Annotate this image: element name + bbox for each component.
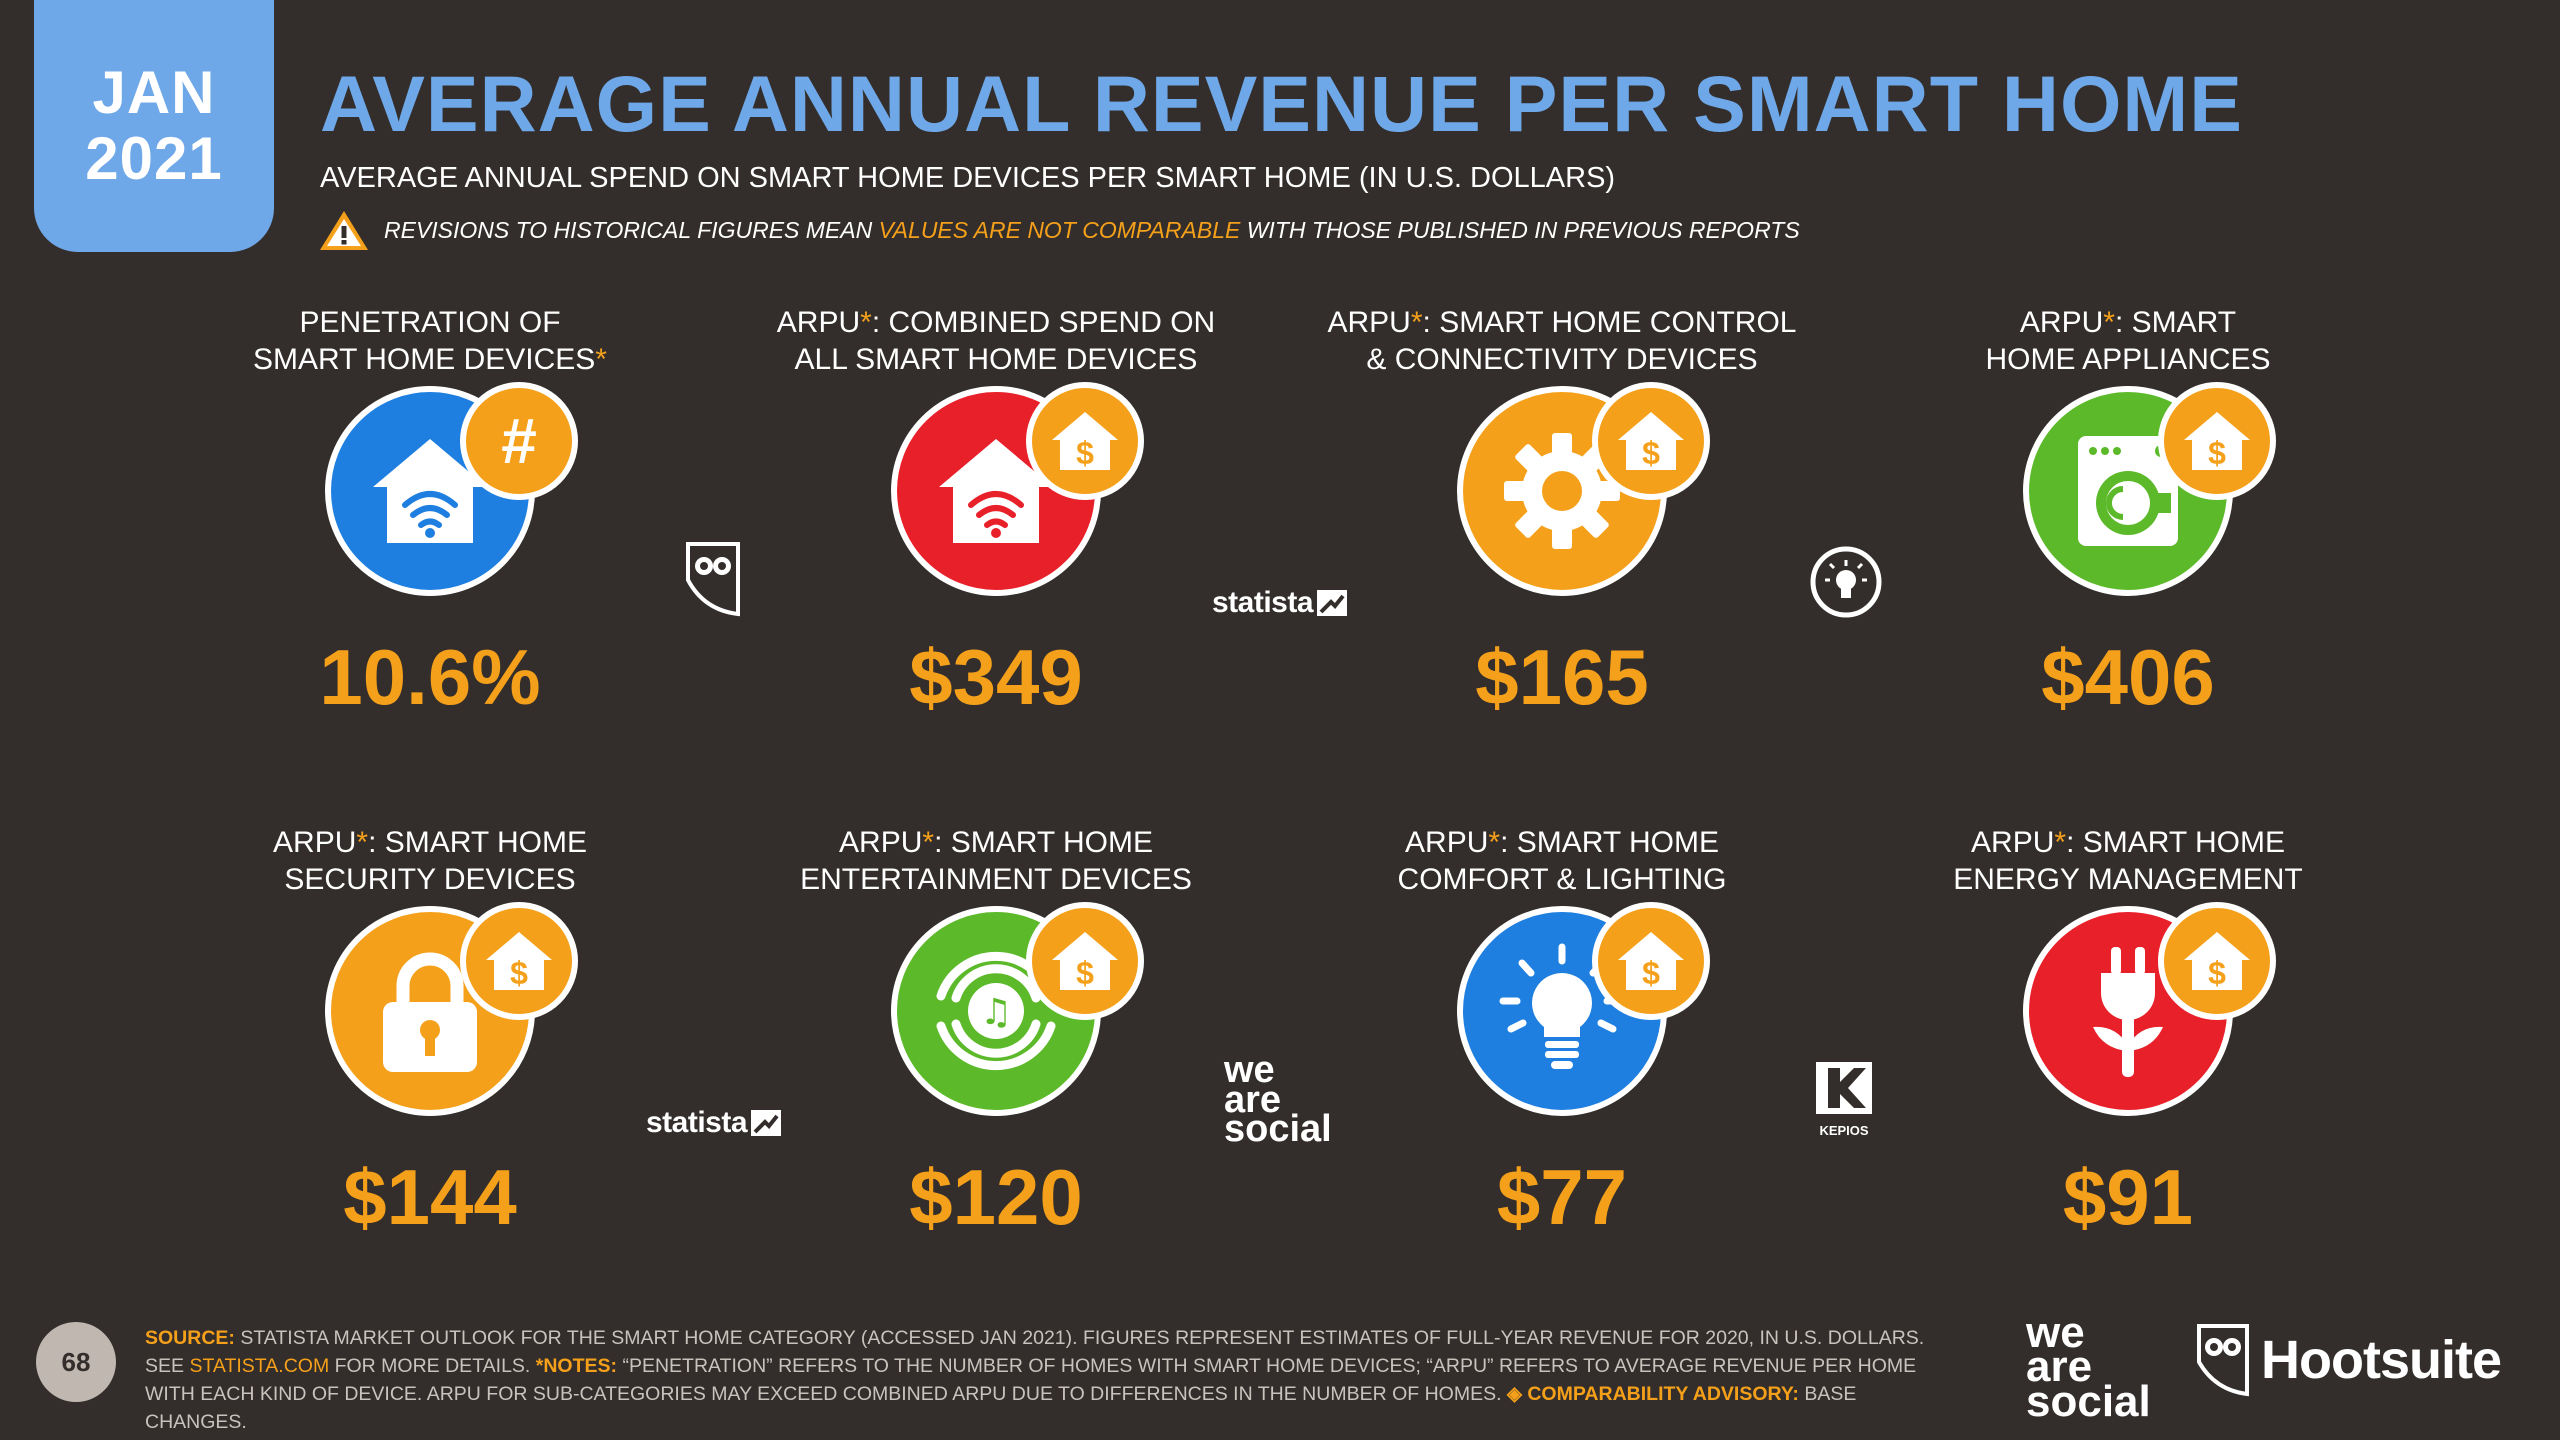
statista-logo: statista [646, 1106, 782, 1140]
svg-text:$: $ [1076, 955, 1094, 991]
dollar-house-icon: $ [1592, 902, 1710, 1020]
svg-text:$: $ [1642, 955, 1660, 991]
page-title: AVERAGE ANNUAL REVENUE PER SMART HOME [320, 59, 2243, 148]
panel-arpu-control: ARPU*: SMART HOME CONTROL & CONNECTIVITY… [1282, 304, 1842, 754]
panel-arpu-appliances: ARPU*: SMART HOME APPLIANCES $ $406 [1848, 304, 2408, 754]
dollar-house-icon: $ [1592, 382, 1710, 500]
panel-value: $165 [1475, 633, 1649, 721]
panel-label: ARPU*: SMART HOME CONTROL & CONNECTIVITY… [1327, 306, 1797, 376]
panel-label: ARPU*: SMART HOME SECURITY DEVICES [273, 826, 587, 896]
hootsuite-owl-icon [2197, 1324, 2249, 1397]
panel-value: $91 [2062, 1153, 2194, 1241]
panel-label: ARPU*: COMBINED SPEND ON ALL SMART HOME … [776, 306, 1216, 376]
panel-value: 10.6% [319, 633, 541, 721]
dollar-house-icon: $ [460, 902, 578, 1020]
dollar-house-icon: $ [1026, 902, 1144, 1020]
svg-text:$: $ [2208, 955, 2226, 991]
panel-penetration: PENETRATION OF SMART HOME DEVICES* # 10.… [150, 304, 710, 754]
svg-text:$: $ [1642, 435, 1660, 471]
panel-label: ARPU*: SMART HOME COMFORT & LIGHTING [1397, 826, 1727, 896]
date-month: JAN [92, 59, 216, 126]
hootsuite-owl-logo [684, 540, 742, 623]
panel-label: ARPU*: SMART HOME ENTERTAINMENT DEVICES [800, 826, 1192, 896]
svg-text:$: $ [510, 955, 528, 991]
panel-value: $144 [343, 1153, 517, 1241]
kepios-logo: KEPIOS [1814, 1060, 1874, 1138]
page-subtitle: AVERAGE ANNUAL SPEND ON SMART HOME DEVIC… [320, 162, 1616, 194]
panel-label: ARPU*: SMART HOME ENERGY MANAGEMENT [1953, 826, 2303, 896]
panel-value: $120 [909, 1153, 1083, 1241]
panel-arpu-entertainment: ARPU*: SMART HOME ENTERTAINMENT DEVICES … [716, 824, 1276, 1274]
comparability-warning: REVISIONS TO HISTORICAL FIGURES MEAN VAL… [318, 208, 1800, 252]
date-badge: JAN 2021 [34, 0, 274, 252]
warning-icon [320, 211, 368, 250]
panel-value: $349 [909, 633, 1083, 721]
panel-arpu-security: ARPU*: SMART HOME SECURITY DEVICES $ $14… [150, 824, 710, 1274]
panel-label: PENETRATION OF SMART HOME DEVICES* [253, 306, 607, 376]
panel-value: $77 [1496, 1153, 1628, 1241]
svg-text:♫: ♫ [980, 992, 1012, 1033]
panel-arpu-combined: ARPU*: COMBINED SPEND ON ALL SMART HOME … [716, 304, 1276, 754]
date-year: 2021 [85, 125, 223, 192]
panel-arpu-energy: ARPU*: SMART HOME ENERGY MANAGEMENT $ $9… [1848, 824, 2408, 1274]
hash-icon: # [460, 382, 578, 500]
page-number: 68 [36, 1322, 116, 1402]
lightbulb-badge-logo [1808, 544, 1884, 625]
panel-arpu-lighting: ARPU*: SMART HOME COMFORT & LIGHTING $ $… [1282, 824, 1842, 1274]
we-are-social-footer-logo: we are social [2026, 1308, 2151, 1426]
statista-link[interactable]: STATISTA.COM [189, 1355, 330, 1377]
panel-label: ARPU*: SMART HOME APPLIANCES [1985, 306, 2271, 376]
dollar-house-icon: $ [2158, 902, 2276, 1020]
dollar-house-icon: $ [1026, 382, 1144, 500]
svg-text:$: $ [1076, 435, 1094, 471]
svg-text:$: $ [2208, 435, 2226, 471]
panel-value: $406 [2041, 633, 2215, 721]
hootsuite-logo: Hootsuite [2195, 1322, 2502, 1398]
dollar-house-icon: $ [2158, 382, 2276, 500]
we-are-social-logo: we are social [1224, 1049, 1332, 1151]
footer-notes: SOURCE: STATISTA MARKET OUTLOOK FOR THE … [145, 1327, 1925, 1433]
warning-text: REVISIONS TO HISTORICAL FIGURES MEAN VAL… [384, 216, 1800, 243]
statista-logo: statista [1212, 586, 1348, 620]
